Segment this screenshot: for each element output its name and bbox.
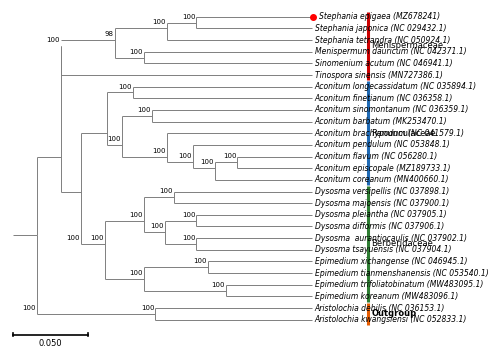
Text: Stephania epigaea (MZ678241): Stephania epigaea (MZ678241) xyxy=(318,12,440,21)
Text: 100: 100 xyxy=(118,83,132,89)
Text: 100: 100 xyxy=(22,305,36,311)
Text: Aconitum episcopale (MZ189733.1): Aconitum episcopale (MZ189733.1) xyxy=(315,164,452,173)
Text: 100: 100 xyxy=(160,188,173,194)
Text: 98: 98 xyxy=(104,31,114,37)
Text: Aconitum flavum (NC 056280.1): Aconitum flavum (NC 056280.1) xyxy=(315,152,438,161)
Text: Epimedium tianmenshanensis (NC 053540.1): Epimedium tianmenshanensis (NC 053540.1) xyxy=(315,269,488,278)
Text: Dysosma  aurantiocaulis (NC 037902.1): Dysosma aurantiocaulis (NC 037902.1) xyxy=(315,234,467,243)
Text: Dysosma pleiantha (NC 037905.1): Dysosma pleiantha (NC 037905.1) xyxy=(315,210,446,219)
Text: 100: 100 xyxy=(152,19,166,25)
Text: 100: 100 xyxy=(130,270,143,276)
Text: Aconitum barbatum (MK253470.1): Aconitum barbatum (MK253470.1) xyxy=(315,117,448,126)
Text: Aconitum longecassidatum (NC 035894.1): Aconitum longecassidatum (NC 035894.1) xyxy=(315,82,477,91)
Text: Aconitum coreanum (MN400660.1): Aconitum coreanum (MN400660.1) xyxy=(315,175,450,184)
Text: Menispermaceae: Menispermaceae xyxy=(372,42,444,50)
Text: 100: 100 xyxy=(150,224,164,230)
Text: Dysosma difformis (NC 037906.1): Dysosma difformis (NC 037906.1) xyxy=(315,222,444,231)
Text: 100: 100 xyxy=(152,147,166,153)
Text: Aconitum brachypodum (NC 041579.1): Aconitum brachypodum (NC 041579.1) xyxy=(315,129,465,138)
Text: 100: 100 xyxy=(90,235,104,241)
Text: Aristolochia debilis (NC 036153.1): Aristolochia debilis (NC 036153.1) xyxy=(315,303,445,313)
Text: Berberidaceae: Berberidaceae xyxy=(372,239,434,249)
Text: Menispermum dauricum (NC 042371.1): Menispermum dauricum (NC 042371.1) xyxy=(315,47,466,56)
Text: Aconitum pendulum (NC 053848.1): Aconitum pendulum (NC 053848.1) xyxy=(315,140,450,149)
Text: 100: 100 xyxy=(130,49,143,55)
Text: 100: 100 xyxy=(182,235,196,241)
Text: Epimedium koreanum (MW483096.1): Epimedium koreanum (MW483096.1) xyxy=(315,292,458,301)
Text: Sinomenium acutum (NC 046941.1): Sinomenium acutum (NC 046941.1) xyxy=(315,59,452,68)
Text: Stephania japonica (NC 029432.1): Stephania japonica (NC 029432.1) xyxy=(315,24,446,33)
Text: 100: 100 xyxy=(141,305,154,311)
Text: Outgroup: Outgroup xyxy=(372,309,416,318)
Text: 100: 100 xyxy=(182,14,196,20)
Text: Dysosma versipellis (NC 037898.1): Dysosma versipellis (NC 037898.1) xyxy=(315,187,449,196)
Text: 100: 100 xyxy=(200,159,214,165)
Text: Epimedium trifoliatobinatum (MW483095.1): Epimedium trifoliatobinatum (MW483095.1) xyxy=(315,280,483,289)
Text: Dysosma majoensis (NC 037900.1): Dysosma majoensis (NC 037900.1) xyxy=(315,199,449,208)
Text: Dysosma tsayuensis (NC 037904.1): Dysosma tsayuensis (NC 037904.1) xyxy=(315,245,452,254)
Text: 100: 100 xyxy=(137,107,150,113)
Text: 100: 100 xyxy=(212,282,225,288)
Text: 0.050: 0.050 xyxy=(38,339,62,348)
Text: Aristolochia kwangsiensi (NC 052833.1): Aristolochia kwangsiensi (NC 052833.1) xyxy=(315,315,467,324)
Text: 100: 100 xyxy=(223,153,236,159)
Text: Epimedium xichangense (NC 046945.1): Epimedium xichangense (NC 046945.1) xyxy=(315,257,468,266)
Text: 100: 100 xyxy=(46,37,60,43)
Text: 100: 100 xyxy=(182,212,196,218)
Text: Aconitum finetianum (NC 036358.1): Aconitum finetianum (NC 036358.1) xyxy=(315,94,453,103)
Text: 100: 100 xyxy=(130,212,143,218)
Text: Aconitum sinomontanum (NC 036359.1): Aconitum sinomontanum (NC 036359.1) xyxy=(315,106,469,114)
Text: 100: 100 xyxy=(66,235,80,241)
Text: Stephania tetrandra (NC 050924.1): Stephania tetrandra (NC 050924.1) xyxy=(315,36,450,45)
Text: 100: 100 xyxy=(178,153,192,159)
Text: Tinospora sinensis (MN727386.1): Tinospora sinensis (MN727386.1) xyxy=(315,70,442,80)
Text: Ranunculaceae: Ranunculaceae xyxy=(372,129,436,138)
Text: 100: 100 xyxy=(193,258,206,264)
Text: 100: 100 xyxy=(108,136,121,142)
